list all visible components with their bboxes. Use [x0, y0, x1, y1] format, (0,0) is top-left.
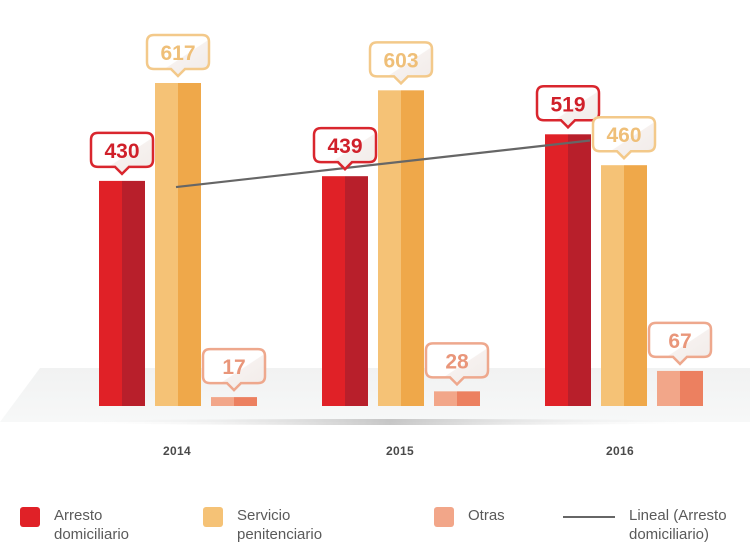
bar-face-left: [545, 134, 568, 406]
data-label-text: 519: [550, 93, 585, 116]
legend-label: Otras: [468, 507, 505, 524]
callout-bubble: [89, 131, 155, 176]
bar-face-right: [122, 180, 145, 406]
trendline: [175, 139, 591, 189]
data-label-text: 439: [327, 135, 362, 158]
callout-bubble: [312, 126, 378, 171]
bar-face-left: [601, 165, 624, 406]
legend-swatch-servicio: [203, 507, 223, 527]
bar-face-left: [378, 90, 401, 406]
bar-face-left: [155, 83, 178, 406]
legend-label: Lineal (Arresto domiciliario): [629, 507, 727, 543]
data-labels: 430 617 17 439 603 28 519 460 67: [89, 33, 713, 392]
legend-label: Servicio penitenciario: [237, 507, 323, 543]
legend-swatch-arresto: [20, 507, 40, 527]
bar-otras-2016: [657, 370, 703, 406]
bar-face-right: [178, 83, 201, 406]
data-label-servicio-penitenciario-2015: 603: [368, 41, 434, 86]
data-label-text: 67: [668, 330, 691, 353]
bar-face-right: [401, 90, 424, 406]
data-label-text: 17: [222, 356, 245, 379]
data-label-arresto-domiciliario-2016: 519: [535, 85, 601, 130]
bar-servicio-penitenciario-2015: [378, 90, 424, 406]
bar-arresto-domiciliario-2016: [545, 134, 591, 406]
bar-face-left: [434, 391, 457, 406]
data-label-arresto-domiciliario-2014: 430: [89, 131, 155, 176]
callout-bubble: [368, 41, 434, 86]
data-label-servicio-penitenciario-2016: 460: [591, 115, 657, 160]
x-tick-label: 2016: [606, 444, 634, 458]
data-label-text: 430: [104, 140, 139, 163]
data-label-otras-2014: 17: [201, 347, 267, 392]
data-label-text: 617: [160, 42, 195, 65]
data-label-text: 460: [606, 124, 641, 147]
data-label-servicio-penitenciario-2014: 617: [145, 33, 211, 78]
legend-item-servicio[interactable]: Servicio penitenciario: [203, 506, 322, 544]
data-label-otras-2015: 28: [424, 342, 490, 387]
bar-otras-2015: [434, 391, 480, 406]
bar-face-right: [234, 397, 257, 406]
data-label-arresto-domiciliario-2015: 439: [312, 126, 378, 171]
legend-label: Arresto domiciliario: [54, 507, 130, 543]
legend-item-lineal[interactable]: Lineal (Arresto domiciliario): [563, 506, 727, 544]
bar-arresto-domiciliario-2015: [322, 176, 368, 406]
callout-bubble: [145, 33, 211, 78]
bar-servicio-penitenciario-2016: [601, 165, 647, 406]
bar-otras-2014: [211, 397, 257, 406]
callout-bubble: [424, 342, 490, 387]
legend-swatch-otras: [434, 507, 454, 527]
legend-item-arresto[interactable]: Arresto domiciliario: [20, 506, 129, 544]
bar-face-right: [568, 134, 591, 406]
callout-bubble: [647, 321, 713, 366]
bar-face-left: [657, 370, 680, 406]
trendline-layer: [175, 139, 591, 189]
bar-face-left: [211, 397, 234, 406]
platform-shadow: [60, 419, 720, 425]
x-tick-label: 2014: [163, 444, 191, 458]
bar-arresto-domiciliario-2014: [99, 180, 145, 406]
data-label-text: 603: [383, 49, 418, 72]
data-label-otras-2016: 67: [647, 321, 713, 366]
legend-line-trend: [563, 516, 615, 518]
bar-face-left: [99, 180, 122, 406]
bar-face-right: [457, 391, 480, 406]
callout-bubble: [535, 85, 601, 130]
bar-face-right: [345, 176, 368, 406]
bar-face-right: [680, 370, 703, 406]
bar-servicio-penitenciario-2014: [155, 83, 201, 406]
legend-item-otras[interactable]: Otras: [434, 506, 505, 527]
bar-face-right: [624, 165, 647, 406]
x-tick-label: 2015: [386, 444, 414, 458]
bar-face-left: [322, 176, 345, 406]
data-label-text: 28: [445, 350, 469, 373]
callout-bubble: [591, 115, 657, 160]
callout-bubble: [201, 347, 267, 392]
bars: [99, 83, 703, 406]
